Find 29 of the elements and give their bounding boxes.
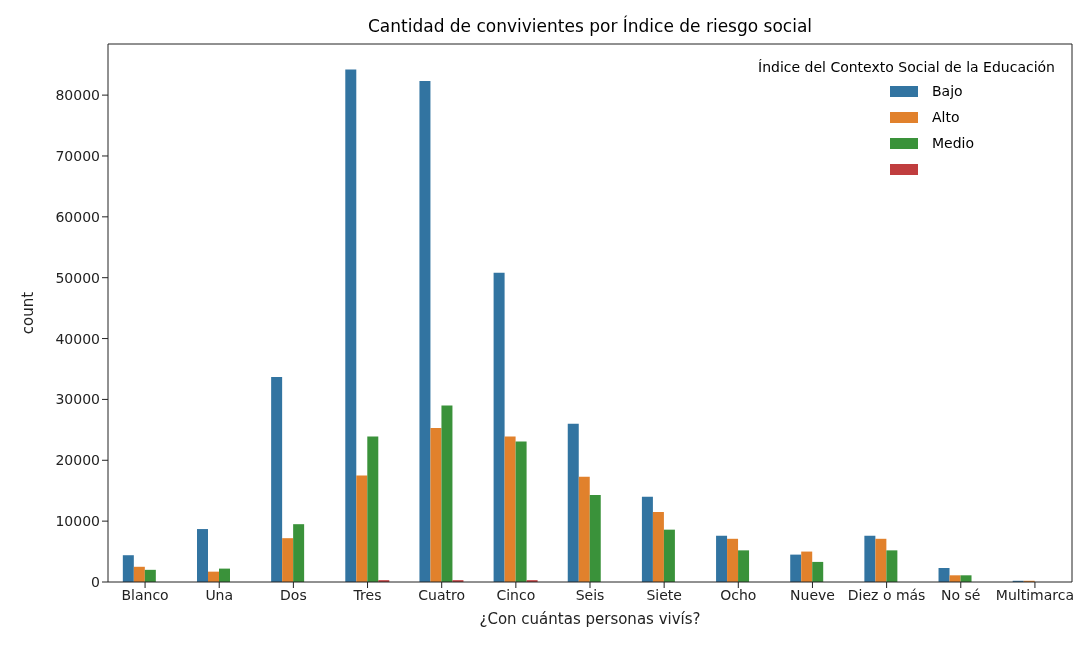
legend-label: Alto [932,109,960,125]
x-tick-label: Cinco [496,586,536,603]
y-tick-label: 20000 [55,452,100,469]
x-tick-label: Ocho [720,586,757,603]
y-tick-label: 30000 [55,391,100,408]
y-tick-label: 0 [91,573,100,590]
x-tick-label: Una [205,586,234,603]
chart-title: Cantidad de convivientes por Índice de riesgo social [366,16,814,36]
y-tick-label: 40000 [55,330,100,347]
x-tick-label: Cuatro [418,586,466,603]
legend-label: Bajo [932,83,963,99]
x-tick-label: Siete [646,586,682,603]
x-tick-label: Blanco [121,586,169,603]
x-tick-label: Seis [575,586,605,603]
y-tick-label: 70000 [55,147,100,164]
legend-label: Medio [932,135,975,151]
x-axis-title: ¿Con cuántas personas vivís? [479,610,701,628]
x-tick-label: Nueve [790,586,835,603]
y-tick-label: 50000 [55,269,100,286]
x-tick-label: Tres [352,586,382,603]
x-tick-label: Multimarca [995,586,1075,603]
legend-title: Índice del Contexto Social de la Educación [758,59,1055,75]
y-tick-label: 10000 [55,513,100,530]
y-axis-title: count [19,291,38,335]
x-tick-label: Diez o más [847,586,926,603]
y-tick-label: 60000 [55,208,100,225]
x-tick-label: Dos [280,586,307,603]
x-tick-label: No sé [941,586,981,603]
y-tick-label: 80000 [55,87,100,104]
